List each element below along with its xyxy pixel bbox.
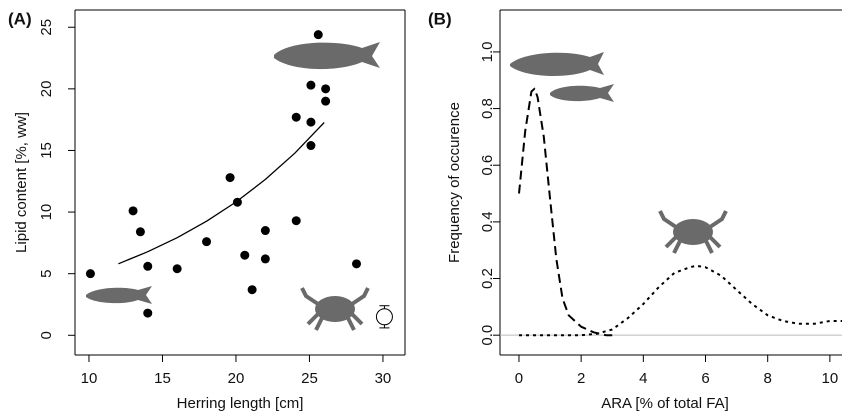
data-point bbox=[351, 259, 361, 269]
data-line bbox=[118, 122, 325, 265]
y-tick-label: 5 bbox=[38, 270, 55, 278]
x-tick-label: 20 bbox=[228, 370, 245, 387]
data-point bbox=[172, 264, 182, 274]
data-point bbox=[291, 216, 301, 226]
x-tick-label: 6 bbox=[701, 370, 709, 387]
x-tick-label: 10 bbox=[822, 370, 839, 387]
y-tick-label: 20 bbox=[38, 81, 55, 98]
data-point bbox=[306, 141, 316, 151]
x-tick-label: 2 bbox=[577, 370, 585, 387]
y-tick-label: 25 bbox=[38, 19, 55, 36]
x-axis-title: Herring length [cm] bbox=[177, 395, 304, 412]
data-point bbox=[306, 80, 316, 90]
y-tick-label: 0.6 bbox=[479, 155, 496, 176]
data-point bbox=[240, 250, 250, 260]
herring-icon bbox=[86, 42, 614, 304]
data-point bbox=[306, 117, 316, 127]
data-point bbox=[225, 173, 235, 183]
data-point bbox=[313, 30, 323, 40]
x-tick-label: 30 bbox=[375, 370, 392, 387]
x-tick-label: 4 bbox=[639, 370, 647, 387]
panel-label: (B) bbox=[428, 9, 452, 28]
data-line bbox=[518, 87, 613, 337]
data-line bbox=[519, 264, 842, 337]
y-tick-label: 15 bbox=[38, 142, 55, 159]
error-point bbox=[375, 308, 393, 326]
data-point bbox=[143, 261, 153, 271]
x-tick-label: 10 bbox=[81, 370, 98, 387]
y-tick-label: 0.4 bbox=[479, 211, 496, 232]
y-tick-label: 1.0 bbox=[479, 41, 496, 62]
data-point bbox=[135, 227, 145, 237]
y-tick-label: 0.8 bbox=[479, 98, 496, 119]
data-point bbox=[85, 269, 95, 279]
data-point bbox=[128, 206, 138, 216]
y-tick-label: 0 bbox=[38, 331, 55, 339]
data-point bbox=[202, 237, 212, 247]
data-point bbox=[247, 285, 257, 295]
y-tick-label: 0.2 bbox=[479, 268, 496, 289]
data-point bbox=[321, 84, 331, 94]
data-point bbox=[321, 96, 331, 106]
data-point bbox=[260, 226, 270, 236]
x-tick-label: 15 bbox=[154, 370, 171, 387]
x-tick-label: 0 bbox=[515, 370, 523, 387]
data-point bbox=[291, 112, 301, 122]
crab-icon bbox=[300, 210, 728, 331]
y-tick-label: 10 bbox=[38, 204, 55, 221]
y-axis-title: Lipid content [%, ww] bbox=[13, 112, 30, 253]
data-point bbox=[260, 254, 270, 264]
panel-label: (A) bbox=[8, 9, 32, 28]
x-axis-title: ARA [% of total FA] bbox=[601, 395, 729, 412]
y-tick-label: 0.0 bbox=[479, 325, 496, 346]
data-point bbox=[143, 308, 153, 318]
x-tick-label: 25 bbox=[301, 370, 318, 387]
x-tick-label: 8 bbox=[764, 370, 772, 387]
y-axis-title: Frequency of occurence bbox=[446, 102, 463, 263]
